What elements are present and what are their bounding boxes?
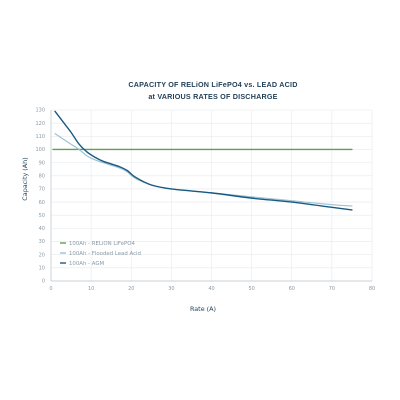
plot-series (52, 110, 353, 211)
legend: 100Ah - RELiON LiFePO4 100Ah - Flooded Le… (60, 241, 141, 267)
x-tick-label: 80 (369, 286, 375, 292)
series-line-agm (54, 110, 353, 211)
y-tick-label: 20 (39, 252, 45, 258)
legend-label: 100Ah - RELiON LiFePO4 (69, 241, 136, 247)
y-tick-label: 0 (42, 279, 45, 285)
legend-label: 100Ah - Flooded Lead Acid (69, 251, 141, 257)
x-tick-label: 30 (168, 286, 174, 292)
legend-label: 100Ah - AGM (69, 261, 105, 267)
gridlines (51, 109, 373, 281)
x-tick-label: 60 (289, 286, 295, 292)
y-tick-label: 60 (39, 200, 45, 206)
x-tick-label: 50 (248, 286, 254, 292)
y-tick-label: 110 (35, 134, 45, 140)
y-tick-label: 120 (35, 121, 45, 127)
y-axis-label: Capacity (Ah) (21, 157, 29, 200)
y-tick-label: 130 (35, 108, 45, 114)
x-axis-label: Rate (A) (190, 305, 216, 313)
series-line-flooded-lead-acid (54, 133, 353, 207)
x-tick-label: 10 (88, 286, 94, 292)
y-tick-label: 30 (39, 239, 45, 245)
x-tick-label: 0 (49, 286, 52, 292)
y-tick-label: 10 (39, 266, 45, 272)
y-tick-label: 100 (35, 147, 45, 153)
chart-subtitle: at VARIOUS RATES OF DISCHARGE (148, 92, 277, 101)
tick-labels: 0 10 20 30 40 50 60 70 80 90 100 110 120 130 0 10 20 30 40… (35, 108, 375, 292)
y-tick-label: 50 (39, 213, 45, 219)
x-tick-label: 20 (128, 286, 134, 292)
axes (50, 110, 372, 282)
y-tick-label: 90 (39, 160, 45, 166)
x-tick-label: 70 (329, 286, 335, 292)
x-tick-label: 40 (208, 286, 214, 292)
y-tick-label: 40 (39, 226, 45, 232)
chart-title: CAPACITY OF RELiON LiFePO4 vs. LEAD ACID (128, 80, 297, 89)
y-tick-label: 80 (39, 173, 45, 179)
y-tick-label: 70 (39, 187, 45, 193)
